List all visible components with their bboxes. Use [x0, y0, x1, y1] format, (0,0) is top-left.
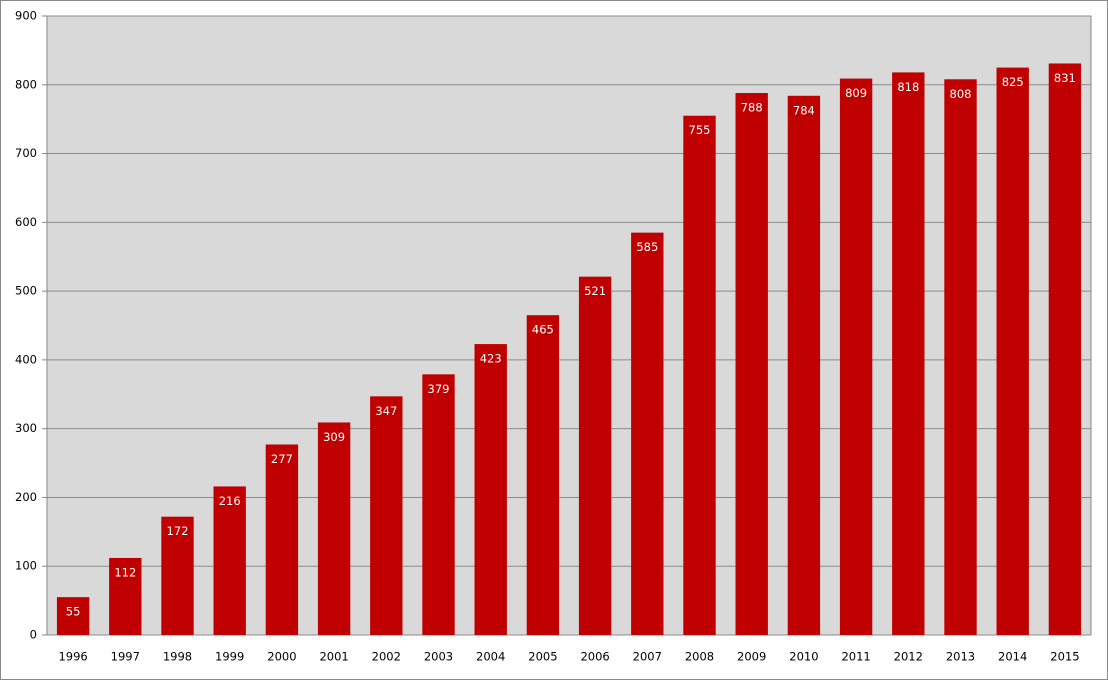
- x-tick-label: 2012: [894, 650, 923, 664]
- data-label: 755: [689, 123, 711, 137]
- bar: [787, 95, 821, 635]
- data-label: 172: [167, 524, 189, 538]
- data-label: 585: [636, 240, 658, 254]
- data-label: 788: [741, 101, 763, 115]
- x-tick-label: 2005: [528, 650, 557, 664]
- data-label: 818: [897, 80, 919, 94]
- plot-area: [46, 15, 1092, 636]
- x-tick-label: 2013: [946, 650, 975, 664]
- data-label: 277: [271, 452, 293, 466]
- bar: [944, 79, 977, 635]
- bar: [892, 72, 925, 636]
- bar: [109, 557, 142, 635]
- bar: [161, 516, 194, 635]
- x-tick-label: 1997: [111, 650, 140, 664]
- bar: [213, 486, 246, 635]
- y-tick-label: 400: [15, 352, 37, 366]
- bar: [474, 344, 507, 635]
- data-label: 521: [584, 284, 606, 298]
- x-tick-label: 2004: [476, 650, 505, 664]
- bar: [265, 444, 299, 635]
- x-tick-label: 2015: [1050, 650, 1079, 664]
- x-tick-label: 2010: [789, 650, 818, 664]
- y-tick-label: 300: [15, 421, 37, 435]
- y-tick-label: 500: [15, 284, 37, 298]
- bar: [578, 276, 612, 635]
- bar: [996, 67, 1029, 636]
- data-label: 379: [428, 382, 450, 396]
- y-tick-label: 900: [15, 9, 37, 23]
- data-label: 831: [1054, 71, 1076, 85]
- y-tick-label: 200: [15, 490, 37, 504]
- x-tick-label: 2003: [424, 650, 453, 664]
- x-tick-label: 1996: [58, 650, 87, 664]
- x-tick-label: 2000: [267, 650, 296, 664]
- data-label: 347: [375, 404, 397, 418]
- x-tick-label: 2014: [998, 650, 1027, 664]
- bar: [631, 232, 664, 635]
- data-label: 465: [532, 323, 554, 337]
- x-tick-label: 2001: [319, 650, 348, 664]
- y-tick-label: 700: [15, 146, 37, 160]
- data-label: 216: [219, 494, 241, 508]
- bar: [56, 597, 90, 635]
- x-tick-label: 1998: [163, 650, 192, 664]
- data-label: 808: [950, 87, 972, 101]
- y-tick-label: 0: [30, 628, 37, 642]
- bar: [526, 315, 560, 635]
- bar: [370, 396, 403, 635]
- bar: [422, 374, 455, 635]
- bar: [735, 93, 768, 635]
- bar: [683, 115, 716, 635]
- x-tick-label: 2007: [633, 650, 662, 664]
- x-tick-label: 2008: [685, 650, 714, 664]
- data-label: 309: [323, 430, 345, 444]
- x-tick-label: 2009: [737, 650, 766, 664]
- y-tick-label: 600: [15, 215, 37, 229]
- x-tick-label: 2011: [841, 650, 870, 664]
- data-label: 784: [793, 103, 815, 117]
- data-label: 112: [114, 565, 136, 579]
- data-label: 423: [480, 352, 502, 366]
- x-tick-label: 1999: [215, 650, 244, 664]
- data-label: 809: [845, 86, 867, 100]
- bar: [839, 78, 873, 636]
- y-tick-label: 100: [15, 559, 37, 573]
- x-tick-label: 2002: [372, 650, 401, 664]
- data-label: 825: [1002, 75, 1024, 89]
- y-tick-label: 800: [15, 77, 37, 91]
- bar: [317, 422, 351, 635]
- x-tick-label: 2006: [580, 650, 609, 664]
- bar: [1048, 63, 1082, 635]
- data-label: 55: [66, 605, 81, 619]
